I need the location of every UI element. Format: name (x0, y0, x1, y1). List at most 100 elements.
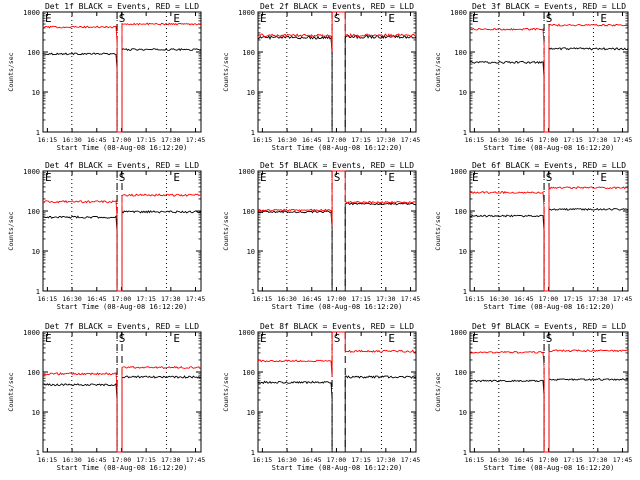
y-tick-label: 100 (454, 49, 467, 57)
x-tick-label: 17:00 (112, 295, 132, 303)
y-tick-label: 1 (251, 129, 255, 137)
y-axis-label: Counts/sec (434, 211, 442, 250)
y-tick-label: 10 (32, 409, 40, 417)
x-tick-label: 17:30 (161, 456, 181, 464)
x-tick-label: 16:15 (253, 295, 273, 303)
series-line-lld (257, 170, 417, 227)
y-tick-label: 1000 (450, 168, 467, 176)
panel-title: Det 8f BLACK = Events, RED = LLD (260, 322, 414, 331)
detector-panel-8: Det 8f BLACK = Events, RED = LLD Counts/s… (222, 322, 420, 472)
x-tick-label: 17:15 (563, 456, 583, 464)
marker-e-end: E (173, 12, 180, 25)
y-tick-label: 1000 (450, 329, 467, 337)
marker-e-start: E (472, 12, 479, 25)
y-axis-label: Counts/sec (7, 211, 15, 250)
x-tick-label: 17:15 (351, 456, 371, 464)
series-line-events (257, 34, 417, 133)
marker-e-end: E (600, 332, 607, 345)
plot-frame (257, 170, 417, 292)
panel-title: Det 5f BLACK = Events, RED = LLD (260, 161, 414, 170)
x-tick-label: 17:15 (351, 136, 371, 144)
marker-e-end: E (388, 332, 395, 345)
x-tick-label: 16:30 (277, 456, 297, 464)
marker-s: S (546, 171, 553, 184)
series-line-events (469, 378, 629, 453)
panel-title: Det 1f BLACK = Events, RED = LLD (45, 2, 199, 11)
x-tick-label: 17:45 (613, 136, 633, 144)
y-tick-label: 10 (459, 89, 467, 97)
x-tick-label: 16:45 (87, 295, 107, 303)
y-axis-label: Counts/sec (222, 372, 230, 411)
x-tick-label: 16:30 (277, 136, 297, 144)
x-tick-label: 17:30 (376, 456, 396, 464)
x-tick-label: 17:45 (186, 295, 206, 303)
detector-panel-6: Det 6f BLACK = Events, RED = LLD Counts/s… (434, 161, 632, 311)
detector-panel-1: Det 1f BLACK = Events, RED = LLD Counts/s… (7, 2, 205, 152)
x-tick-label: 16:30 (62, 295, 82, 303)
x-tick-label: 16:45 (514, 295, 534, 303)
series-line-events (469, 46, 629, 133)
x-tick-label: 16:15 (253, 136, 273, 144)
x-axis-label: Start Time (08-Aug-08 16:12:20) (484, 144, 615, 152)
y-tick-label: 1 (463, 288, 467, 296)
x-tick-label: 16:45 (87, 456, 107, 464)
y-tick-label: 100 (242, 369, 255, 377)
panel-title: Det 7f BLACK = Events, RED = LLD (45, 322, 199, 331)
x-tick-label: 17:45 (186, 456, 206, 464)
x-tick-label: 17:45 (186, 136, 206, 144)
x-tick-label: 17:00 (112, 456, 132, 464)
x-tick-label: 16:15 (253, 456, 273, 464)
x-tick-label: 16:30 (489, 456, 509, 464)
y-tick-label: 1000 (238, 9, 255, 17)
y-tick-label: 1000 (238, 329, 255, 337)
x-tick-label: 16:30 (62, 136, 82, 144)
marker-e-end: E (600, 171, 607, 184)
y-tick-label: 10 (32, 89, 40, 97)
plot-frame (257, 11, 417, 133)
x-tick-label: 17:15 (351, 295, 371, 303)
x-tick-label: 17:15 (136, 295, 156, 303)
y-tick-label: 100 (454, 208, 467, 216)
marker-e-start: E (472, 332, 479, 345)
marker-e-start: E (260, 171, 267, 184)
x-tick-label: 17:30 (376, 136, 396, 144)
series-line-lld (257, 331, 417, 377)
x-axis-label: Start Time (08-Aug-08 16:12:20) (272, 144, 403, 152)
y-tick-label: 1000 (450, 9, 467, 17)
marker-e-start: E (45, 332, 52, 345)
x-tick-label: 17:00 (327, 456, 347, 464)
x-tick-label: 16:45 (302, 136, 322, 144)
y-tick-label: 1 (36, 449, 40, 457)
x-tick-label: 16:15 (465, 456, 485, 464)
marker-e-end: E (388, 171, 395, 184)
x-axis-label: Start Time (08-Aug-08 16:12:20) (272, 303, 403, 311)
marker-s: S (334, 12, 341, 25)
panel-title: Det 2f BLACK = Events, RED = LLD (260, 2, 414, 11)
plot-frame (257, 331, 417, 453)
x-tick-label: 17:15 (563, 295, 583, 303)
series-line-events (257, 375, 417, 453)
marker-e-start: E (472, 171, 479, 184)
y-tick-label: 1 (251, 288, 255, 296)
y-axis-label: Counts/sec (7, 372, 15, 411)
x-tick-label: 16:30 (489, 295, 509, 303)
marker-s: S (119, 12, 126, 25)
marker-e-end: E (173, 332, 180, 345)
y-tick-label: 1 (36, 288, 40, 296)
marker-s: S (334, 332, 341, 345)
x-tick-label: 17:45 (401, 456, 421, 464)
x-tick-label: 16:15 (38, 295, 58, 303)
detector-panel-3: Det 3f BLACK = Events, RED = LLD Counts/s… (434, 2, 632, 152)
series-line-lld (469, 349, 629, 453)
x-axis-label: Start Time (08-Aug-08 16:12:20) (57, 464, 188, 472)
series-line-lld (470, 186, 629, 292)
x-tick-label: 17:15 (136, 136, 156, 144)
x-tick-label: 16:45 (302, 295, 322, 303)
x-tick-label: 16:45 (514, 136, 534, 144)
y-tick-label: 10 (247, 248, 255, 256)
x-tick-label: 16:15 (38, 136, 58, 144)
x-tick-label: 17:45 (401, 295, 421, 303)
x-tick-label: 17:30 (588, 456, 608, 464)
y-axis-label: Counts/sec (222, 52, 230, 91)
marker-s: S (119, 171, 126, 184)
